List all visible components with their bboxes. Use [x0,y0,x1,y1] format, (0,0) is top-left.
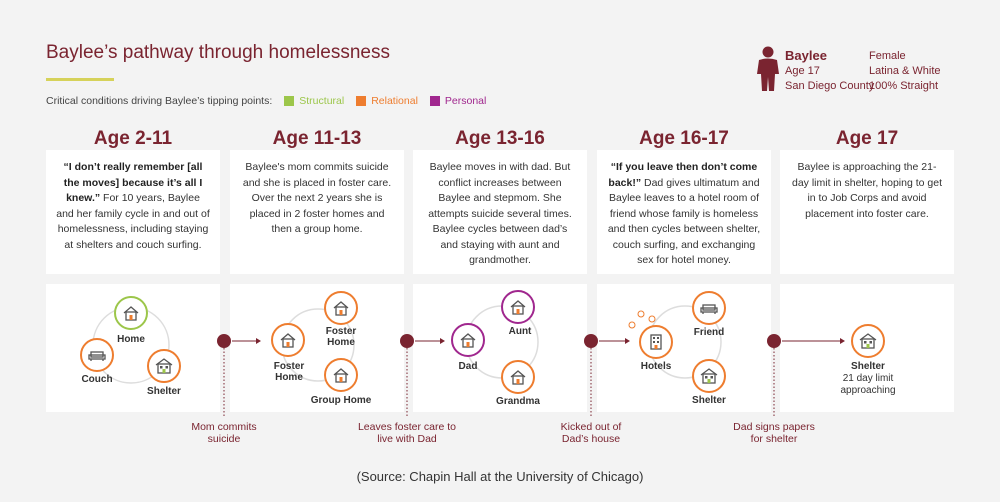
node-label-hotels: Hotels [640,361,672,372]
node-label-shelter: Shelter [692,395,726,406]
stage-5-node-group [851,324,885,358]
grandma-node [501,360,535,394]
node-label-shelter: Shelter [147,386,181,397]
stage-4-cycle [628,291,726,393]
profile-age: Age 17 [785,65,820,77]
foster-home-1-node [271,323,305,357]
shelter-node [851,324,885,358]
transition-2-label: Leaves foster care to live with Dad [357,421,457,445]
node-label-friend: Friend [693,327,725,338]
legend-personal: Personal [429,95,487,107]
node-label-grandma: Grandma [496,396,540,407]
transition-3-label: Kicked out of Dad’s house [560,421,622,445]
home-node [114,296,148,330]
profile-name: Baylee [785,48,827,63]
legend-intro: Critical conditions driving Baylee’s tip… [46,95,273,107]
source-credit: (Source: Chapin Hall at the University o… [356,469,644,484]
node-label-home: Home [117,334,145,345]
profile-ethnicity: Latina & White [869,65,941,77]
legend-relational-swatch [356,96,367,106]
profile-gender: Female [869,50,906,62]
stage-1-age: Age 2-11 [93,128,173,149]
legend-personal-swatch [429,96,440,106]
stage-4-quote: “If you leave then don’t come back!” [608,161,758,189]
profile-block: Baylee Age 17 San Diego County Female La… [755,44,995,104]
stage-4-text: Dad gives ultimatum and Baylee leaves to… [607,176,761,267]
transition-3-marker [584,334,630,418]
stage-5-text: Baylee is approaching the 21-day limit i… [791,161,942,220]
page-title: Baylee’s pathway through homelessness [46,42,390,63]
stage-5-age: Age 17 [835,128,899,149]
stage-5-description: Baylee is approaching the 21-day limit i… [780,150,954,274]
legend: Critical conditions driving Baylee’s tip… [46,95,486,107]
stage-1-quote: “I don’t really remember [all the moves]… [63,161,203,204]
shelter-node [692,359,726,393]
stage-1-text: For 10 years, Baylee and her family cycl… [56,192,210,251]
group-home-node [324,358,358,392]
stage-3-age: Age 13-16 [455,128,545,149]
stage-3-text: Baylee moves in with dad. But conflict i… [428,161,572,266]
aunt-node [501,290,535,324]
stage-1-cycle [80,296,181,384]
node-sublabel-shelter-limit: 21 day limit approaching [840,373,896,396]
profile-county: San Diego County [785,80,875,92]
stage-3-description: Baylee moves in with dad. But conflict i… [413,150,587,274]
transition-2-marker [400,334,445,418]
stage-4-age: Age 16-17 [639,128,729,149]
transition-1-marker [217,334,261,418]
legend-structural-swatch [284,96,295,106]
legend-relational: Relational [356,95,418,107]
hotels-node [639,325,673,359]
legend-structural: Structural [284,95,344,107]
stage-4-description: “If you leave then don’t come back!” Dad… [597,150,771,274]
stage-2-description: Baylee's mom commits suicide and she is … [230,150,404,274]
foster-home-2-node [324,291,358,325]
stage-2-cycle [271,291,358,392]
node-label-dad: Dad [458,361,478,372]
transition-1-label: Mom commits suicide [191,421,257,445]
node-label-couch: Couch [81,374,113,385]
node-label-foster-home-2: Foster Home [325,326,357,348]
legend-structural-label: Structural [299,95,345,107]
node-label-aunt: Aunt [508,326,532,337]
hotel-signal-icon [628,310,656,329]
legend-relational-label: Relational [371,95,418,107]
shelter-node [147,349,181,383]
dad-node [451,323,485,357]
transition-4-label: Dad signs papers for shelter [733,421,815,445]
legend-personal-label: Personal [444,95,487,107]
node-label-foster-home-1: Foster Home [273,361,305,383]
stage-1-description: “I don’t really remember [all the moves]… [46,150,220,274]
node-label-shelter: Shelter [851,361,885,372]
stage-2-text: Baylee's mom commits suicide and she is … [242,161,392,235]
stage-3-cycle [451,290,539,394]
stage-2-age: Age 11-13 [272,128,362,149]
node-label-group-home: Group Home [310,395,372,406]
profile-orientation: 100% Straight [869,80,939,92]
person-icon [757,46,779,91]
transition-4-marker [767,334,845,418]
title-underline [46,78,114,81]
stage-2-diagram [230,284,404,412]
